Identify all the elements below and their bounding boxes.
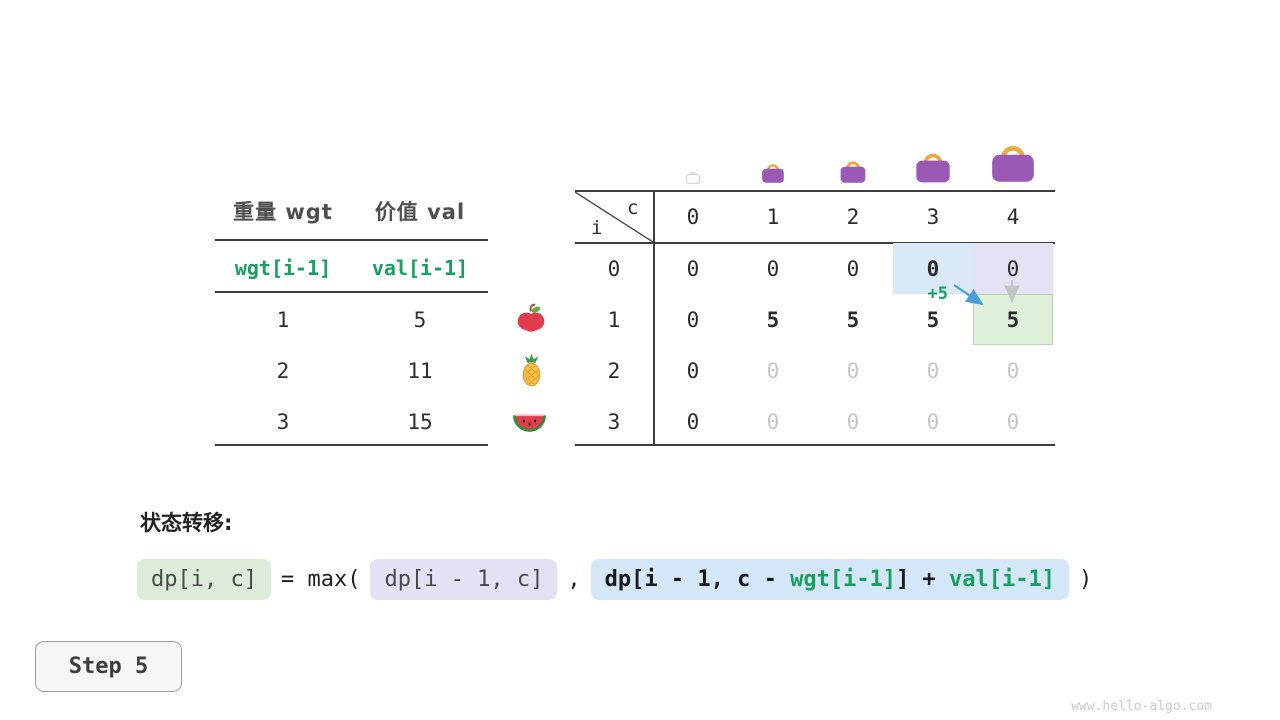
take-item-arrow <box>953 284 984 306</box>
dp-cell: 5 <box>846 307 860 332</box>
dp-cell: 0 <box>846 409 860 434</box>
dp-cell: 0 <box>766 409 780 434</box>
divider <box>653 190 655 446</box>
formula-eq: = max( <box>280 567 361 592</box>
divider <box>575 444 1055 446</box>
dp-row-header: 2 <box>607 358 621 383</box>
bag-xlarge-icon <box>992 146 1034 182</box>
dp-cell: 0 <box>1006 358 1020 383</box>
dp-cell: 0 <box>846 358 860 383</box>
dp-cell: 0 <box>686 358 700 383</box>
formula-option2-part: dp[i - 1, c - <box>604 567 791 592</box>
bag-tiny-icon <box>685 171 701 184</box>
divider <box>215 444 488 446</box>
bag-small-icon <box>762 164 784 183</box>
dp-col-header: 2 <box>846 205 860 229</box>
transition-arrows-overlay: +5 <box>928 280 1020 306</box>
dp-col-header: 4 <box>1006 205 1020 229</box>
formula-option2-part: ] + <box>896 567 950 592</box>
divider <box>215 239 488 241</box>
plus-value-label: +5 <box>928 284 948 304</box>
weights-values-table: 重量 wgt 价值 val wgt[i-1] val[i-1] 1 5 2 11… <box>215 190 488 448</box>
formula-option2-box: dp[i - 1, c - wgt[i-1]] + val[i-1] <box>590 559 1070 600</box>
dp-row-header: 1 <box>607 307 621 332</box>
col-header-value: 价值 val <box>374 200 466 224</box>
dp-cell-source-take: 0 <box>893 243 973 294</box>
dp-cell: 5 <box>926 307 940 332</box>
weight-cell: 3 <box>276 410 290 434</box>
corner-diagonal <box>575 192 653 242</box>
corner-col-label: c <box>627 197 639 219</box>
formula-close-paren: ) <box>1079 567 1093 592</box>
dp-cell: 0 <box>766 256 780 281</box>
capacity-icons-row <box>575 134 1055 184</box>
divider <box>575 242 1055 244</box>
bag-large-icon <box>916 153 950 183</box>
dp-table: c i 0 1 2 3 4 0 1 2 3 0 0 0 0 0 0 5 5 5 … <box>575 190 1055 448</box>
bag-medium-icon <box>840 161 866 183</box>
transition-formula: dp[i, c] = max( dp[i - 1, c] , dp[i - 1,… <box>137 559 1092 600</box>
divider <box>215 291 488 293</box>
pineapple-icon <box>522 353 541 387</box>
dp-col-header: 0 <box>686 205 700 229</box>
dp-cell: 0 <box>926 409 940 434</box>
formula-comma: , <box>567 567 581 592</box>
watermelon-icon <box>512 414 547 432</box>
formula-wgt-term: wgt[i-1] <box>790 567 897 592</box>
dp-cell: 0 <box>766 358 780 383</box>
formula-option1-box: dp[i - 1, c] <box>370 559 558 600</box>
step-badge: Step 5 <box>35 641 182 692</box>
value-cell: 15 <box>407 410 433 434</box>
apple-icon <box>517 303 545 332</box>
formula-lhs-box: dp[i, c] <box>137 559 271 600</box>
dp-cell: 0 <box>1006 409 1020 434</box>
divider <box>575 190 1055 192</box>
dp-cell: 5 <box>766 307 780 332</box>
corner-row-label: i <box>591 217 603 239</box>
weight-cell: 2 <box>276 359 290 383</box>
dp-cell: 0 <box>686 256 700 281</box>
dp-row-header: 3 <box>607 409 621 434</box>
dp-cell: 0 <box>846 256 860 281</box>
col-header-weight: 重量 wgt <box>233 200 333 224</box>
transition-title: 状态转移: <box>140 511 233 535</box>
dp-col-header: 1 <box>766 205 780 229</box>
dp-col-header: 3 <box>926 205 940 229</box>
dp-cell: 0 <box>926 358 940 383</box>
wgt-formula-cell: wgt[i-1] <box>234 256 332 280</box>
dp-cell: 0 <box>686 409 700 434</box>
value-cell: 11 <box>407 359 433 383</box>
watermark: www.hello-algo.com <box>1071 699 1212 714</box>
dp-cell: 0 <box>686 307 700 332</box>
value-cell: 5 <box>413 308 427 332</box>
val-formula-cell: val[i-1] <box>371 256 469 280</box>
formula-val-term: val[i-1] <box>949 567 1056 592</box>
dp-row-header: 0 <box>607 256 621 281</box>
weight-cell: 1 <box>276 308 290 332</box>
